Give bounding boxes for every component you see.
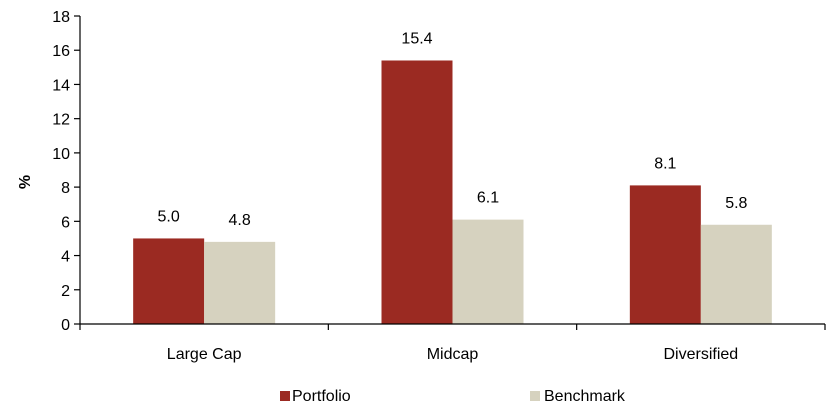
data-label: 8.1 [654,155,676,172]
y-tick-label: 4 [61,249,70,266]
x-tick-label: Diversified [663,346,738,363]
data-labels: 5.0 4.8 15.4 6.1 8.1 5.8 [158,30,748,228]
y-tick-label: 18 [52,9,70,26]
x-tick-label: Midcap [427,346,479,363]
bar-portfolio-large-cap [133,238,205,324]
bar-portfolio-midcap [381,60,453,324]
y-tick-label: 14 [52,77,70,94]
y-tick-label: 10 [52,146,70,163]
data-label: 6.1 [477,190,499,207]
bar-benchmark-large-cap [204,241,276,324]
bar-benchmark-midcap [452,219,524,324]
y-tick-label: 2 [61,283,70,300]
y-tick-label: 12 [52,112,70,129]
legend-swatch-portfolio [280,391,290,401]
y-tick-label: 16 [52,43,70,60]
y-axis-ticks: 0 2 4 6 8 10 12 14 16 18 [52,9,80,334]
data-label: 15.4 [401,30,432,47]
bars [133,60,772,324]
x-axis-ticks: Large Cap Midcap Diversified [79,324,826,363]
y-tick-label: 6 [61,214,70,231]
legend-swatch-benchmark [530,391,540,401]
x-tick-label: Large Cap [167,346,242,363]
data-label: 5.8 [725,195,747,212]
y-axis-title-group: % [17,175,34,189]
y-axis-title: % [17,175,34,189]
legend-label-portfolio: Portfolio [292,388,351,405]
data-label: 5.0 [158,208,180,225]
legend: Portfolio Benchmark [280,388,626,405]
bar-benchmark-diversified [700,224,772,324]
data-label: 4.8 [229,212,251,229]
y-tick-label: 8 [61,180,70,197]
legend-label-benchmark: Benchmark [544,388,626,405]
bar-portfolio-diversified [629,185,701,324]
y-tick-label: 0 [61,317,70,334]
